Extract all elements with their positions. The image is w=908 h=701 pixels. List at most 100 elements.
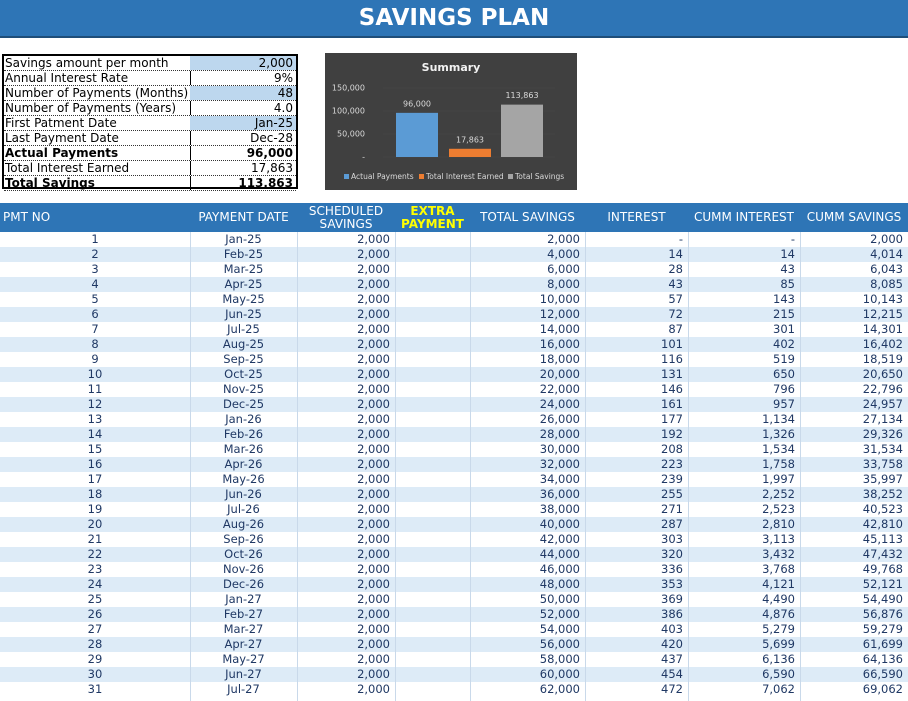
table-cell: 24 [87,577,103,591]
table-header: PMT NO PAYMENT DATE SCHEDULED SAVINGS EXTRA… [0,203,908,232]
table-cell: 3,768 [762,562,795,576]
summary-value: 113,863 [238,176,293,190]
table-cell: 3 [91,262,99,276]
data-label: 17,863 [456,135,484,144]
table-cell: 10,000 [539,292,580,306]
table-cell: 303 [661,532,683,546]
table-cell: Aug-26 [222,517,265,531]
table-cell: 6,043 [870,262,903,276]
table-cell: 177 [661,412,683,426]
summary-value: 4.0 [273,101,293,115]
table-cell: Mar-25 [223,262,264,276]
table-row: 8 Aug-25 2,000 16,000 101 402 16,402 [0,337,908,352]
table-cell: Nov-25 [223,382,264,396]
table-cell: Apr-26 [224,457,263,471]
table-cell: 4,490 [762,592,795,606]
summary-row: Number of Payments (Months) 48 [4,86,296,101]
table-cell: 4,014 [870,247,903,261]
column-header: SCHEDULED SAVINGS [308,203,384,231]
table-cell: 9 [91,352,99,366]
summary-label: Last Payment Date [5,131,191,145]
table-cell: Oct-25 [224,367,263,381]
chart-title: Summary [422,61,481,74]
table-cell: 2,000 [357,652,390,666]
table-cell: 42,000 [539,532,580,546]
table-cell: 12,000 [539,307,580,321]
table-cell: Feb-26 [223,427,264,441]
table-cell: 28 [87,637,103,651]
table-row: 15 Mar-26 2,000 30,000 208 1,534 31,534 [0,442,908,457]
table-cell: 2,000 [357,547,390,561]
column-header: INTEREST [607,210,666,224]
table-row: 20 Aug-26 2,000 40,000 287 2,810 42,810 [0,517,908,532]
table-cell: Dec-25 [222,397,265,411]
table-cell: Jul-27 [227,682,260,696]
table-cell: 2,000 [357,607,390,621]
table-cell: 87 [668,322,683,336]
table-cell: 1,997 [762,472,795,486]
table-cell: 14 [780,247,795,261]
chart: Summary - 50,000 100,000 150,000 96,000 17,86… [325,53,577,190]
table-cell: 2 [91,247,99,261]
table-cell: 255 [661,487,683,501]
table-cell: 34,000 [539,472,580,486]
table-cell: 24,957 [862,397,903,411]
table-cell: 30 [87,667,103,681]
table-cell: 62,000 [539,682,580,696]
table-cell: 33,758 [862,457,903,471]
column-header: EXTRA PAYMENT [401,203,464,231]
table-cell: 239 [661,472,683,486]
table-cell: 20,650 [862,367,903,381]
table-cell: 208 [661,442,683,456]
table-cell: 44,000 [539,547,580,561]
column-header: TOTAL SAVINGS [480,210,575,224]
table-cell: 8,085 [870,277,903,291]
table-cell: Jul-25 [227,322,260,336]
table-cell: 14,000 [539,322,580,336]
table-cell: 38,252 [862,487,903,501]
table-cell: Apr-25 [224,277,263,291]
table-cell: 22,000 [539,382,580,396]
summary-label: Annual Interest Rate [5,71,191,85]
table-cell: Jan-27 [225,592,262,606]
column-divider [470,232,471,701]
table-cell: 10 [87,367,103,381]
table-cell: 27 [87,622,103,636]
table-cell: 2,000 [357,682,390,696]
table-cell: 28,000 [539,427,580,441]
table-cell: 2,000 [357,277,390,291]
table-row: 30 Jun-27 2,000 60,000 454 6,590 66,590 [0,667,908,682]
data-label: 113,863 [505,91,538,100]
table-cell: 56,000 [539,637,580,651]
table-cell: 1,534 [762,442,795,456]
column-divider [395,232,396,701]
table-cell: 10,143 [862,292,903,306]
table-cell: 5,699 [762,637,795,651]
summary-row: First Patment Date Jan-25 [4,116,296,131]
table-cell: 336 [661,562,683,576]
table-cell: 454 [661,667,683,681]
table-cell: 14,301 [862,322,903,336]
table-cell: 15 [87,442,103,456]
table-cell: 18 [87,487,103,501]
table-cell: Jan-25 [225,232,262,246]
table-cell: 21 [87,532,103,546]
table-cell: 437 [661,652,683,666]
table-cell: 2,000 [357,622,390,636]
table-cell: 6 [91,307,99,321]
column-header: CUMM INTEREST [694,210,794,224]
legend-swatch [419,174,424,179]
table-cell: 69,062 [862,682,903,696]
table-cell: 2,000 [357,532,390,546]
table-cell: 4,121 [762,577,795,591]
column-divider [585,232,586,701]
table-cell: 215 [773,307,795,321]
table-cell: 17 [87,472,103,486]
table-cell: 2,000 [357,247,390,261]
y-tick-label: 150,000 [332,84,365,93]
table-cell: 25 [87,592,103,606]
table-row: 4 Apr-25 2,000 8,000 43 85 8,085 [0,277,908,292]
table-cell: Jun-27 [225,667,262,681]
title: SAVINGS PLAN [0,0,908,38]
table-row: 18 Jun-26 2,000 36,000 255 2,252 38,252 [0,487,908,502]
